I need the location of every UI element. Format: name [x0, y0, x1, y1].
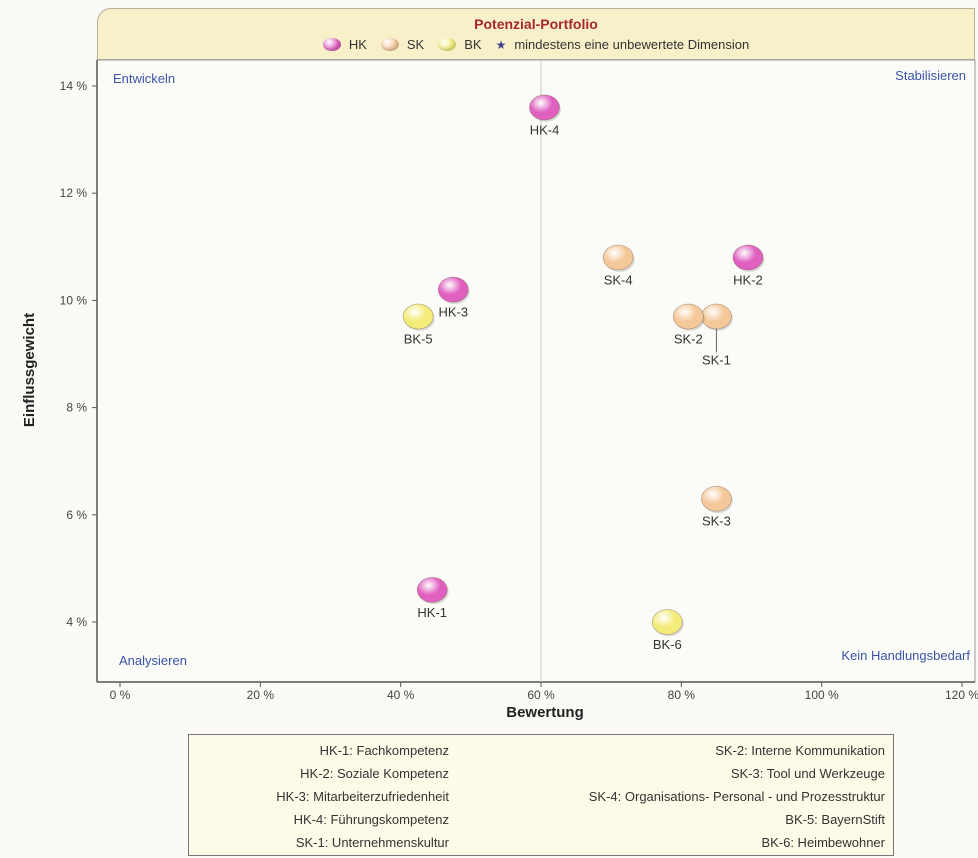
key-entry-left-4: SK-1: Unternehmenskultur: [295, 835, 449, 850]
key-column-right: SK-2: Interne Kommunikation SK-3: Tool un…: [445, 739, 885, 854]
y-tick-label: 10 %: [60, 293, 88, 307]
legend-item-unrated: ★ mindestens eine unbewertete Dimension: [496, 37, 750, 52]
key-entry-left-1: HK-2: Soziale Kompetenz: [300, 766, 449, 781]
legend-item-sk: SK: [380, 37, 425, 52]
x-tick-label: 80 %: [668, 688, 696, 702]
point-bk-5: BK-5: [402, 303, 435, 346]
point-marker: [701, 485, 732, 512]
x-tick-label: 120 %: [945, 688, 978, 702]
legend-label-unrated: mindestens eine unbewertete Dimension: [514, 37, 750, 52]
plot-area: [96, 59, 976, 683]
point-marker: [437, 276, 469, 303]
legend-item-hk: HK: [322, 37, 367, 52]
chart-title: Potenzial-Portfolio: [474, 16, 598, 32]
point-label: SK-4: [604, 273, 633, 288]
key-entry-right-1: SK-3: Tool und Werkzeuge: [730, 766, 885, 781]
legend-swatch-bk: [438, 38, 457, 51]
quadrant-label-stabilisieren: Stabilisieren: [895, 68, 966, 83]
x-tick-label: 100 %: [805, 688, 839, 702]
quadrant-label-kein-handlungsbedarf: Kein Handlungsbedarf: [841, 648, 970, 663]
legend: HK SK BK ★ mindestens eine unbewertete D…: [98, 37, 974, 52]
point-marker: [529, 94, 560, 121]
point-label: SK-2: [674, 331, 703, 346]
y-tick-label: 12 %: [60, 186, 88, 200]
point-label: HK-4: [530, 122, 560, 137]
key-entry-right-0: SK-2: Interne Kommunikation: [715, 743, 885, 758]
legend-label-hk: HK: [348, 37, 367, 52]
point-label: HK-3: [438, 305, 468, 320]
point-hk-2: HK-2: [732, 244, 765, 288]
scatter-plot: 4 % 6 % 8 % 10 % 12 % 14 % 0 % 20 % 40 % 60 % 80 %…: [21, 59, 978, 721]
abbreviation-key: HK-1: Fachkompetenz HK-2: Soziale Kompete…: [188, 734, 894, 856]
legend-label-bk: BK: [464, 37, 482, 52]
point-hk-3: HK-3: [437, 276, 470, 320]
point-label: SK-3: [702, 514, 731, 529]
point-marker: [602, 244, 634, 271]
point-hk-1: HK-1: [416, 576, 449, 620]
x-axis-title: Bewertung: [506, 704, 584, 721]
data-points: HK-1 HK-2 HK-3 HK-4 SK-1 SK-2 SK-3 SK-4 BK-5 BK-6: [402, 94, 765, 652]
legend-label-sk: SK: [406, 37, 425, 52]
point-sk-4: SK-4: [602, 244, 635, 288]
point-bk-6: BK-6: [651, 609, 684, 652]
key-entry-right-4: BK-6: Heimbewohner: [761, 835, 885, 850]
point-sk-3: SK-3: [701, 485, 733, 529]
point-label: BK-6: [653, 637, 682, 652]
point-marker: [416, 576, 448, 603]
key-entry-right-3: BK-5: BayernStift: [785, 812, 885, 827]
point-label: HK-2: [733, 273, 763, 288]
point-marker: [651, 609, 683, 635]
point-label: SK-1: [702, 352, 731, 367]
quadrant-label-entwickeln: Entwickeln: [113, 71, 175, 86]
point-marker: [732, 244, 764, 271]
quadrant-labels: Entwickeln Stabilisieren Analysieren Kei…: [113, 68, 970, 668]
star-icon: ★: [495, 37, 507, 52]
y-tick-label: 4 %: [66, 615, 87, 629]
key-entry-left-3: HK-4: Führungskompetenz: [293, 812, 449, 827]
x-tick-label: 40 %: [387, 688, 415, 702]
point-label: BK-5: [404, 331, 433, 346]
chart-header: Potenzial-Portfolio HK SK BK ★ mindesten…: [97, 8, 975, 60]
x-tick-label: 20 %: [247, 688, 275, 702]
axes: 4 % 6 % 8 % 10 % 12 % 14 % 0 % 20 % 40 % 60 % 80 %…: [60, 59, 978, 702]
point-marker: [701, 303, 732, 330]
point-sk-2: SK-2: [672, 303, 705, 346]
legend-swatch-sk: [380, 38, 399, 51]
legend-swatch-hk: [322, 38, 341, 51]
quadrant-label-analysieren: Analysieren: [119, 653, 187, 668]
key-entry-left-0: HK-1: Fachkompetenz: [319, 743, 449, 758]
key-column-left: HK-1: Fachkompetenz HK-2: Soziale Kompete…: [189, 739, 449, 854]
point-marker: [672, 303, 704, 330]
y-axis-title: Einflussgewicht: [21, 313, 38, 427]
key-entry-right-2: SK-4: Organisations- Personal - und Proz…: [588, 789, 885, 804]
point-hk-4: HK-4: [529, 94, 562, 137]
point-marker: [402, 303, 434, 330]
key-entry-left-2: HK-3: Mitarbeiterzufriedenheit: [276, 789, 449, 804]
point-sk-1: SK-1: [701, 303, 733, 367]
x-tick-label: 0 %: [110, 688, 131, 702]
y-tick-label: 6 %: [66, 508, 87, 522]
x-tick-label: 60 %: [527, 688, 555, 702]
y-tick-label: 8 %: [66, 401, 87, 415]
y-tick-label: 14 %: [60, 79, 88, 93]
point-label: HK-1: [417, 605, 447, 620]
legend-item-bk: BK: [438, 37, 482, 52]
